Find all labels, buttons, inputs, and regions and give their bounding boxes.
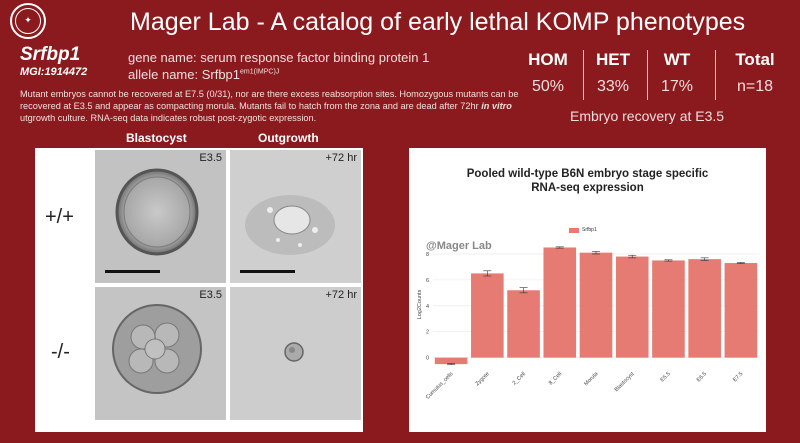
y-tick-label: 4 xyxy=(426,304,429,310)
bar-e5-5 xyxy=(652,260,685,358)
chart-watermark: @Mager Lab xyxy=(426,240,492,252)
bar-cumulus-cells xyxy=(434,357,468,365)
mgi-id: MGI:1914472 xyxy=(20,66,88,78)
y-tick-label: 6 xyxy=(426,278,429,284)
bar-2-cell xyxy=(507,290,540,358)
y-tick-label: 2 xyxy=(426,330,429,336)
bar-8-cell xyxy=(543,247,577,358)
x-tick-label: Cumulus_cells xyxy=(425,371,455,401)
image-wt-outgrowth: +72 hr xyxy=(230,150,361,283)
x-tick-label: Morula xyxy=(583,371,600,388)
bar-e6-5 xyxy=(688,259,721,358)
y-tick-label: 8 xyxy=(426,252,429,258)
x-tick-label: 2_Cell xyxy=(512,371,527,386)
stage-tag: E3.5 xyxy=(199,152,222,164)
x-tick-label: Blastocyst xyxy=(614,371,636,393)
gene-name: gene name: serum response factor binding… xyxy=(128,50,430,65)
x-tick-label: Zygote xyxy=(475,371,491,387)
row-label-mut: -/- xyxy=(51,341,70,363)
x-tick-label: E7.5 xyxy=(732,371,744,383)
chart-title-line1: Pooled wild-type B6N embryo stage specif… xyxy=(466,168,709,180)
recovery-stats: HOM 50% HET 33% WT 17% Total n=18 Embryo… xyxy=(520,50,790,125)
bar-blastocyst xyxy=(615,256,649,358)
embryo-image-panel: +/+ -/- E3.5 +72 hr xyxy=(35,148,363,432)
page-title: Mager Lab - A catalog of early lethal KO… xyxy=(130,8,746,36)
recovery-caption: Embryo recovery at E3.5 xyxy=(570,108,725,124)
image-mut-blastocyst: E3.5 xyxy=(95,287,226,420)
stat-hom: HOM 50% xyxy=(528,50,568,95)
chart-title-line2: RNA-seq expression xyxy=(531,182,644,194)
gene-symbol: Srfbp1 xyxy=(20,44,81,65)
bar-e7-5 xyxy=(724,263,758,358)
scale-bar xyxy=(105,270,160,273)
x-tick-label: 8_Cell xyxy=(548,371,563,386)
stage-tag: +72 hr xyxy=(325,152,358,164)
stage-tag: +72 hr xyxy=(325,289,358,301)
legend-label: Srfbp1 xyxy=(582,227,597,233)
allele-name: allele name: Srfbp1em1(IMPC)J xyxy=(128,67,280,82)
x-tick-label: E6.5 xyxy=(696,371,708,383)
stat-total: Total n=18 xyxy=(735,50,775,95)
legend-swatch xyxy=(569,227,579,233)
bar-chart: 0 2 4 6 8 Log2Counts Cumulus_cells Zygote 2_Cell… xyxy=(417,246,759,401)
column-label-blastocyst: Blastocyst xyxy=(126,131,187,145)
row-label-wt: +/+ xyxy=(45,206,74,228)
image-mut-outgrowth: +72 hr xyxy=(230,287,361,420)
y-tick-label: 0 xyxy=(426,356,429,362)
x-tick-label: E5.5 xyxy=(660,371,672,383)
chart-legend: Srfbp1 xyxy=(569,227,597,233)
rnaseq-chart-panel: Pooled wild-type B6N embryo stage specif… xyxy=(409,148,766,432)
phenotype-description: Mutant embryos cannot be recovered at E7… xyxy=(20,89,519,123)
bar-zygote xyxy=(471,273,504,358)
stat-het: HET 33% xyxy=(596,50,630,95)
university-seal-icon: ✦ xyxy=(10,3,46,39)
scale-bar xyxy=(240,270,295,273)
y-axis-label: Log2Counts xyxy=(417,289,423,319)
stat-wt: WT 17% xyxy=(660,50,694,95)
bar-morula xyxy=(579,252,613,358)
column-label-outgrowth: Outgrowth xyxy=(258,131,319,145)
image-wt-blastocyst: E3.5 xyxy=(95,150,226,283)
stage-tag: E3.5 xyxy=(199,289,222,301)
